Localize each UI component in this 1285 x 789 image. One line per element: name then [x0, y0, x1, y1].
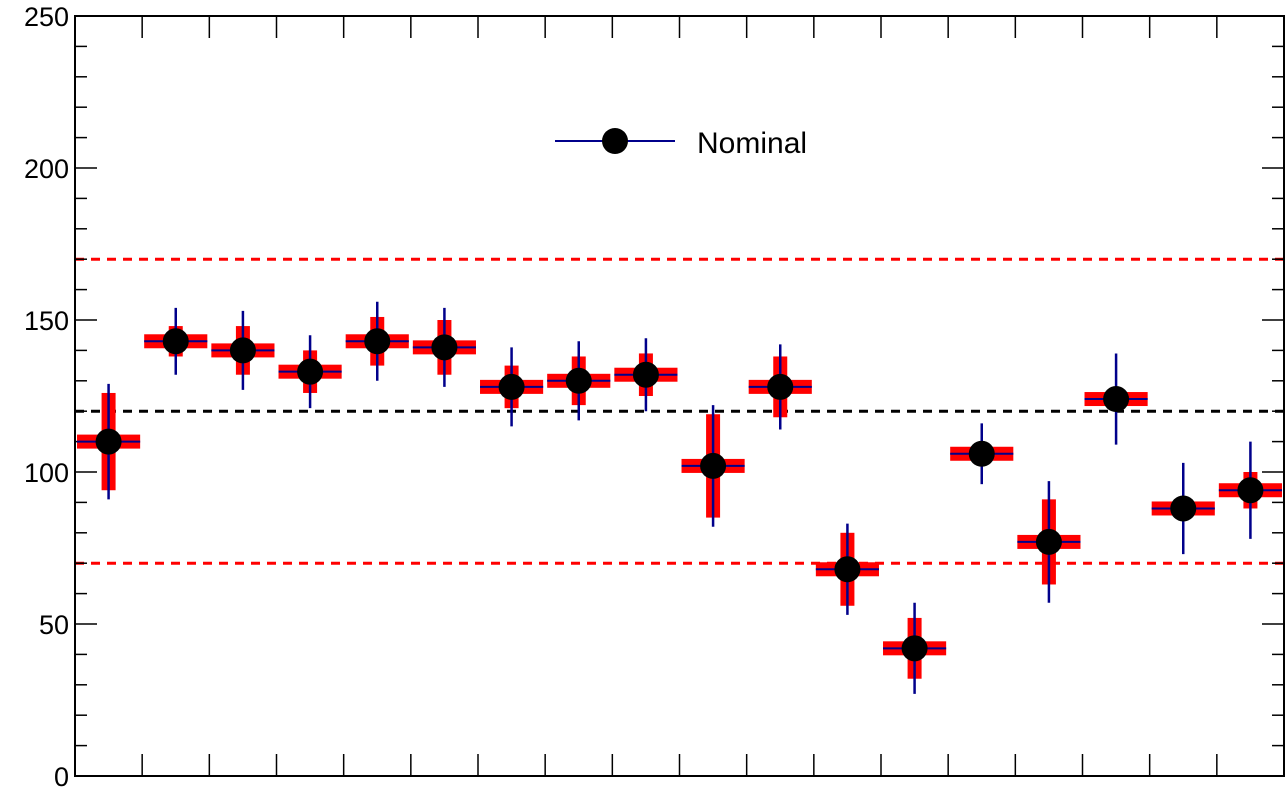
- y-tick-label: 250: [24, 2, 69, 32]
- marker: [767, 373, 794, 400]
- data-point-16: [1084, 353, 1148, 445]
- y-tick-label: 0: [54, 762, 69, 789]
- marker: [498, 373, 525, 400]
- data-point-15: [1017, 481, 1081, 603]
- y-tick-label: 50: [39, 610, 69, 640]
- data-point-9: [614, 338, 678, 412]
- data-point-6: [412, 307, 476, 387]
- marker: [1103, 386, 1130, 413]
- legend-marker: [602, 128, 628, 154]
- marker: [700, 452, 727, 479]
- data-point-4: [278, 335, 342, 409]
- plot-frame: [74, 15, 1285, 777]
- marker: [297, 358, 324, 385]
- data-point-7: [480, 347, 544, 427]
- data-point-5: [345, 301, 409, 381]
- data-point-11: [748, 344, 812, 430]
- legend-label: Nominal: [697, 127, 807, 160]
- marker: [834, 556, 861, 583]
- data-point-13: [883, 602, 947, 694]
- data-point-8: [547, 341, 611, 421]
- data-point-17: [1151, 462, 1215, 555]
- marker: [364, 328, 391, 355]
- data-point-18: [1218, 441, 1282, 539]
- data-point-2: [144, 307, 208, 375]
- marker: [1170, 495, 1197, 522]
- marker: [1237, 477, 1264, 504]
- data-point-1: [77, 383, 141, 500]
- marker: [1035, 528, 1062, 555]
- data-point-3: [211, 310, 275, 390]
- y-tick-label: 100: [24, 458, 69, 488]
- marker: [229, 337, 256, 364]
- marker: [162, 328, 189, 355]
- marker: [901, 635, 928, 662]
- x-axis-ticks: [141, 16, 1218, 776]
- marker: [95, 428, 122, 455]
- marker: [968, 440, 995, 467]
- data-point-12: [815, 523, 879, 615]
- data-point-14: [950, 423, 1014, 485]
- marker: [632, 361, 659, 388]
- reference-lines: [75, 257, 1284, 565]
- data-points: [77, 301, 1282, 694]
- y-tick-label: 150: [24, 306, 69, 336]
- y-tick-label: 200: [24, 154, 69, 184]
- data-point-10: [681, 405, 745, 527]
- marker: [565, 367, 592, 394]
- legend: Nominal: [555, 127, 807, 160]
- marker: [431, 334, 458, 361]
